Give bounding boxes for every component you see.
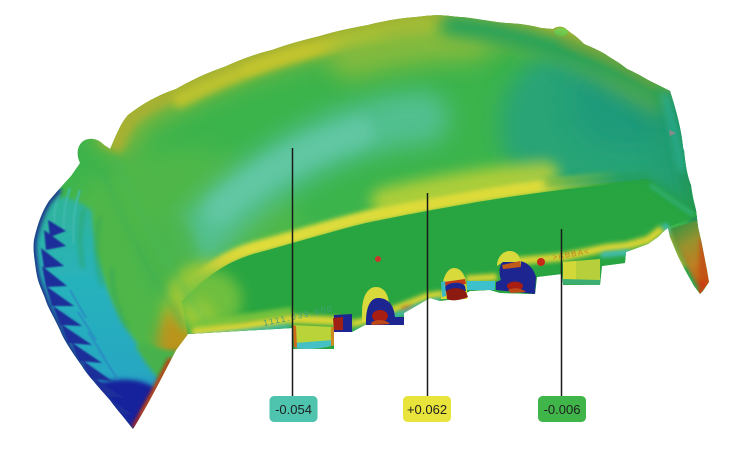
svg-text:+0.062: +0.062: [407, 402, 447, 417]
svg-text:-0.006: -0.006: [544, 402, 581, 417]
svg-text:-0.054: -0.054: [275, 402, 312, 417]
